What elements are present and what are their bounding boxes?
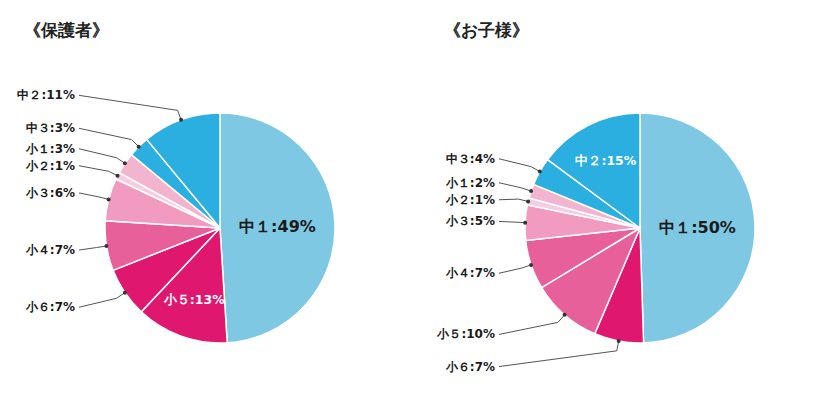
slices: 中１小６小５小４小３小２小１中３中２ [525,113,755,343]
leader-line [79,246,106,250]
data-label: 小３:5% [445,214,495,228]
leader-line [79,166,118,176]
pie-slice: 中２ [548,113,640,228]
leader-dot [529,189,533,193]
leader-line [499,315,565,335]
data-label: 中１:49% [239,217,316,236]
data-labels: 中１:50% 中２:15% 小６:7% 小５:10% 小４:7% 小３:5% 小２:1% 小１… [436,152,735,374]
data-label: 中１:50% [659,218,736,237]
data-label: 小４:7% [25,243,75,257]
data-label: 小６:7% [445,360,495,374]
data-label: 小２:1% [25,159,75,173]
data-labels: 中１:49% 小５:13% 小６:7% 小４:7% 小３:6% 小２:1% 小１:3% 中３:… [17,88,315,314]
leader-dot [116,174,120,178]
chart-title: 《お子様》 [444,20,529,40]
leader-dot [123,161,127,165]
leader-dot [529,263,533,267]
data-label: 中２:15% [575,153,636,168]
background [0,0,840,419]
leader-line [499,341,619,367]
leader-dot [563,313,567,317]
data-label: 小５:13% [163,292,225,307]
leader-dot [538,170,542,174]
chart-title: 《保護者》 [24,20,109,40]
leader-line [79,293,125,308]
leader-line [499,199,528,201]
leader-dot [104,244,108,248]
pie-slice: 中１ [640,113,755,343]
leader-dot [523,221,527,225]
leader-line [79,95,181,119]
data-label: 中３:4% [446,152,495,166]
pie-slice: 中１ [220,113,335,343]
leader-line [79,193,109,199]
data-label: 小５:10% [436,327,495,341]
leader-line [499,159,540,172]
leader-line [499,183,531,191]
pie-chart: 《保護者》中１小５小６小４小３小２小１中３中２中１:49% 小５:13% 小６:7%… [17,20,335,343]
data-label: 小３:6% [25,186,75,200]
leader-dot [526,199,530,203]
leader-line [79,149,125,164]
pie-slice: 小４ [105,221,220,271]
leader-line [499,265,531,273]
data-label: 中２:11% [17,88,75,102]
slices: 中１小５小６小４小３小２小１中３中２ [105,113,335,343]
pie-chart: 《お子様》中１小６小５小４小３小２小１中３中２中１:50% 中２:15% 小６:7%… [436,20,755,374]
data-label: 中３:3% [26,121,75,135]
leader-dot [123,291,127,295]
data-label: 小１:2% [445,176,495,190]
leader-dot [107,197,111,201]
leader-line [499,221,525,222]
data-label: 小６:7% [25,300,75,314]
data-label: 小２:1% [445,193,495,207]
data-label: 小１:3% [25,142,75,156]
pie-slice: 中２ [147,113,220,228]
leader-dot [179,118,183,122]
data-label: 小４:7% [445,266,495,280]
leader-dot [137,145,141,149]
chart-canvas: 《保護者》中１小５小６小４小３小２小１中３中２中１:49% 小５:13% 小６:7%… [0,0,840,419]
leader-line [79,128,139,146]
leader-dot [617,339,621,343]
